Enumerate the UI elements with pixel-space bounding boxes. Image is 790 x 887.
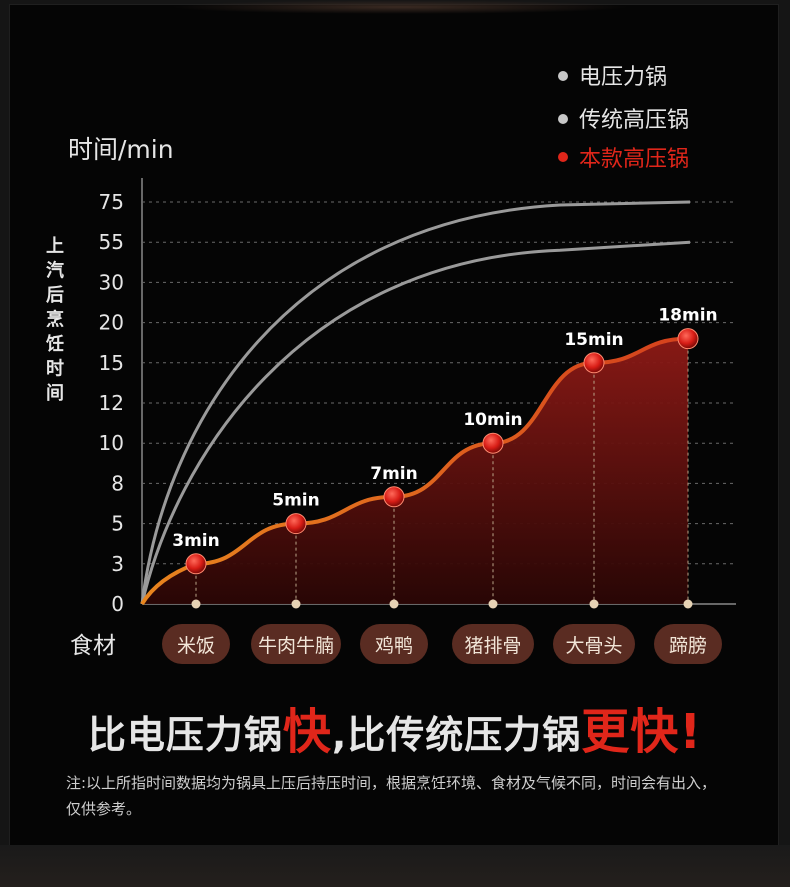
- y-tick-label: 8: [111, 471, 124, 495]
- data-point: [185, 553, 207, 575]
- axis-marker: [589, 599, 599, 609]
- reference-curves: [140, 200, 691, 605]
- category-pill: [251, 624, 341, 664]
- category-pill: [162, 624, 230, 664]
- y-tick-label: 20: [99, 311, 124, 335]
- category-pill: [654, 624, 722, 664]
- y-tick-label: 55: [99, 230, 124, 254]
- headline-faster: 更快!: [581, 704, 703, 760]
- curve-traditional: [140, 240, 691, 605]
- axis-marker: [488, 599, 498, 609]
- y-tick-label: 12: [99, 391, 124, 415]
- data-label: 10min: [463, 410, 522, 430]
- bottom-strip: [0, 845, 790, 887]
- category-label: 大骨头: [565, 635, 622, 657]
- data-point: [482, 432, 504, 454]
- headline: 比电压力锅快,比传统压力锅更快!: [0, 692, 790, 762]
- data-label: 3min: [172, 531, 219, 551]
- y-axis-title: 时间/min: [68, 135, 174, 164]
- curve-electric: [140, 200, 691, 605]
- category-pill: [360, 624, 428, 664]
- data-points: [185, 328, 699, 575]
- category-pill: [452, 624, 534, 664]
- category-label: 鸡鸭: [375, 635, 413, 657]
- footnote: 注:以上所指时间数据均为锅具上压后持压时间，根据烹饪环境、食材及气候不同，时间会…: [66, 774, 717, 818]
- legend-dot-electric: [558, 71, 568, 81]
- x-axis-title: 食材: [70, 633, 116, 659]
- data-point: [285, 513, 307, 535]
- category-label: 猪排骨: [464, 635, 521, 657]
- legend: 电压力锅 传统高压锅 本款高压锅: [558, 65, 689, 172]
- axis-marker: [389, 599, 399, 609]
- legend-dot-traditional: [558, 114, 568, 124]
- category-label: 蹄膀: [669, 635, 707, 657]
- axis-marker: [683, 599, 693, 609]
- y-tick-label: 10: [99, 431, 124, 455]
- headline-part1: 比电压力锅: [87, 713, 283, 757]
- data-labels: 3min 5min 7min 10min 15min 18min: [172, 306, 717, 551]
- headline-part2: ,比传统压力锅: [331, 713, 582, 757]
- y-tick-label: 0: [111, 592, 124, 616]
- data-point: [677, 328, 699, 350]
- chart: 电压力锅 传统高压锅 本款高压锅 时间/min 上汽后烹饪时间 食材 0 3 5 8 1…: [45, 65, 736, 664]
- top-glow: [170, 0, 630, 14]
- data-label: 5min: [272, 491, 319, 511]
- data-label: 18min: [658, 306, 717, 326]
- data-label: 15min: [564, 330, 623, 350]
- data-point: [583, 352, 605, 374]
- category-label: 米饭: [177, 635, 215, 657]
- y-axis-side-label: 上汽后烹饪时间: [45, 236, 64, 404]
- axis-marker: [191, 599, 201, 609]
- y-tick-label: 3: [111, 552, 124, 576]
- category-pill: [553, 624, 635, 664]
- legend-label-traditional: 传统高压锅: [579, 108, 689, 133]
- data-label: 7min: [370, 464, 417, 484]
- y-tick-label: 15: [99, 351, 124, 375]
- axis-marker: [291, 599, 301, 609]
- legend-dot-this-model: [558, 152, 568, 162]
- y-tick-label: 5: [111, 512, 124, 536]
- series-area-fill: [142, 338, 688, 604]
- y-tick-label: 75: [99, 190, 124, 214]
- legend-label-this-model: 本款高压锅: [579, 147, 689, 172]
- headline-fast: 快: [282, 704, 332, 760]
- y-tick-label: 30: [99, 270, 124, 294]
- category-pills: 米饭 牛肉牛腩 鸡鸭 猪排骨 大骨头 蹄膀: [162, 624, 722, 664]
- y-tick-labels: 0 3 5 8 10 12 15 20 30 55 75: [99, 190, 124, 616]
- category-label: 牛肉牛腩: [258, 635, 334, 657]
- data-point: [383, 486, 405, 508]
- legend-label-electric: 电压力锅: [579, 65, 667, 90]
